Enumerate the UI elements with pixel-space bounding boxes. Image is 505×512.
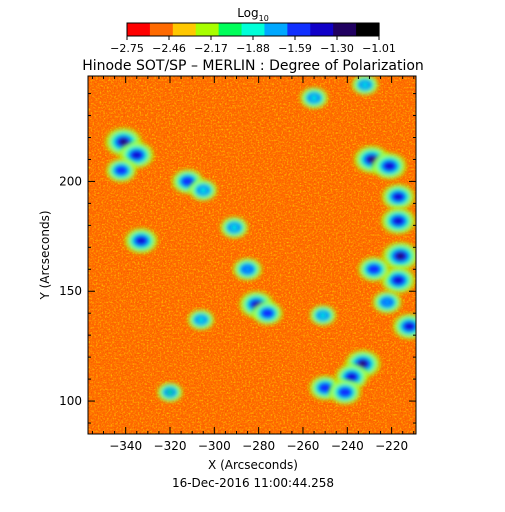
x-tick-label: −260: [286, 439, 319, 453]
network-features: [105, 76, 416, 405]
timestamp: 16-Dec-2016 11:00:44.258: [172, 476, 334, 490]
x-axis-label: X (Arcseconds): [208, 458, 298, 472]
x-tick-label: −320: [154, 439, 187, 453]
network-patch: [358, 256, 390, 282]
x-tick-label: −340: [109, 439, 142, 453]
colorbar: Log10 −2.75 −2.46 −2.17 −1.88 −1.59 −1.30 −1.0…: [110, 6, 396, 55]
colorbar-segment: [127, 23, 151, 36]
colorbar-tick-label: −2.17: [194, 42, 228, 55]
colorbar-tick-label: −1.88: [236, 42, 270, 55]
colorbar-tick-label: −1.59: [278, 42, 312, 55]
colorbar-segment: [195, 23, 220, 36]
network-patch: [372, 152, 407, 180]
colorbar-segment: [172, 23, 197, 36]
colorbar-segment: [241, 23, 266, 36]
y-tick-label: 200: [59, 174, 82, 188]
network-patch: [392, 313, 416, 340]
network-patch: [381, 183, 415, 210]
network-patch: [381, 207, 416, 235]
x-tick-label: −280: [242, 439, 275, 453]
network-patch: [157, 382, 183, 403]
network-patch: [124, 227, 158, 254]
y-tick-label: 150: [59, 284, 82, 298]
network-patch: [300, 87, 329, 109]
y-axis-label: Y (Arcseconds): [38, 210, 52, 300]
network-patch: [329, 379, 361, 405]
colorbar-tick-label: −2.46: [152, 42, 186, 55]
network-patch: [187, 309, 215, 331]
colorbar-segment: [287, 23, 311, 36]
colorbar-segment: [310, 23, 334, 36]
colorbar-segment: [218, 23, 243, 36]
network-patch: [351, 76, 379, 96]
network-patch: [189, 179, 218, 202]
colorbar-ticks: −2.75 −2.46 −2.17 −1.88 −1.59 −1.30 −1.01: [110, 36, 396, 55]
x-tick-label: −300: [198, 439, 231, 453]
colorbar-segment: [149, 23, 174, 36]
x-axis-ticks: −340 −320 −300 −280 −260 −240 −220: [91, 76, 415, 453]
colorbar-tick-label: −1.01: [362, 42, 396, 55]
y-axis-ticks: 100 150 200: [59, 93, 416, 424]
colorbar-ramp: [127, 23, 380, 36]
colorbar-segment: [264, 23, 288, 36]
chart-title: Hinode SOT/SP – MERLIN : Degree of Polar…: [82, 58, 424, 74]
network-patch: [106, 158, 137, 183]
colorbar-tick-label: −1.30: [320, 42, 354, 55]
network-patch: [381, 266, 416, 294]
x-tick-label: −240: [331, 439, 364, 453]
network-patch: [309, 304, 337, 326]
plot-frame: [87, 75, 417, 435]
colorbar-segment: [333, 23, 357, 36]
network-patch: [372, 290, 402, 314]
colorbar-segment: [356, 23, 380, 36]
network-patch: [252, 301, 283, 326]
network-patch: [232, 257, 263, 281]
colorbar-label: Log10: [237, 6, 269, 23]
colorbar-tick-label: −2.75: [110, 42, 144, 55]
x-tick-label: −220: [375, 439, 408, 453]
y-tick-label: 100: [59, 394, 82, 408]
network-patch: [220, 216, 249, 239]
network-patch: [382, 241, 416, 271]
plot-area: [88, 76, 416, 434]
